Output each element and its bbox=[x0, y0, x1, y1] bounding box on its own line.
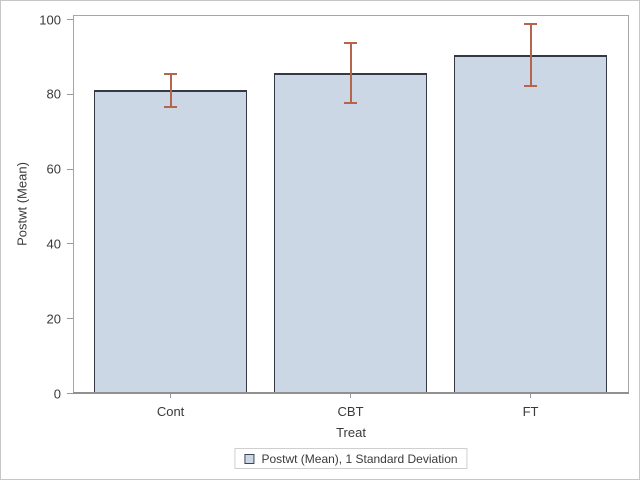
x-tick-mark-ft bbox=[530, 393, 532, 398]
bar-cbt bbox=[274, 72, 428, 393]
x-tick-label-ft: FT bbox=[522, 404, 539, 419]
y-tick-mark-20 bbox=[67, 318, 73, 320]
x-axis-title: Treat bbox=[336, 425, 366, 440]
legend-swatch-icon bbox=[244, 453, 255, 464]
y-tick-label-20: 20 bbox=[46, 311, 61, 327]
y-tick-label-100: 100 bbox=[39, 12, 61, 27]
error-bar-line-cont bbox=[169, 72, 172, 108]
error-bar-cap-bottom-cont bbox=[164, 105, 178, 108]
error-bar-line-cbt bbox=[349, 41, 352, 105]
bar-ft bbox=[454, 55, 608, 393]
y-axis-title: Postwt (Mean) bbox=[14, 162, 30, 246]
y-tick-mark-80 bbox=[67, 93, 73, 95]
error-bar-cap-top-cbt bbox=[344, 41, 358, 44]
y-tick-label-40: 40 bbox=[46, 236, 61, 252]
x-tick-mark-cbt bbox=[350, 393, 352, 398]
legend: Postwt (Mean), 1 Standard Deviation bbox=[234, 448, 468, 469]
y-tick-label-60: 60 bbox=[46, 161, 61, 177]
y-tick-mark-60 bbox=[67, 168, 73, 170]
legend-label: Postwt (Mean), 1 Standard Deviation bbox=[261, 451, 458, 466]
error-bar-line-ft bbox=[529, 23, 532, 87]
y-tick-label-0: 0 bbox=[53, 386, 61, 401]
error-bar-cap-bottom-ft bbox=[524, 84, 538, 87]
x-tick-label-cbt: CBT bbox=[337, 404, 364, 419]
bar-cont bbox=[94, 90, 248, 393]
error-bar-cap-bottom-cbt bbox=[344, 102, 358, 105]
y-tick-mark-100 bbox=[67, 19, 73, 20]
y-tick-mark-0 bbox=[67, 393, 73, 394]
error-bar-cap-top-ft bbox=[524, 23, 538, 26]
x-tick-label-cont: Cont bbox=[156, 404, 185, 419]
y-tick-mark-40 bbox=[67, 243, 73, 245]
y-tick-label-80: 80 bbox=[46, 86, 61, 102]
x-tick-mark-cont bbox=[170, 393, 172, 398]
error-bar-cap-top-cont bbox=[164, 72, 178, 75]
